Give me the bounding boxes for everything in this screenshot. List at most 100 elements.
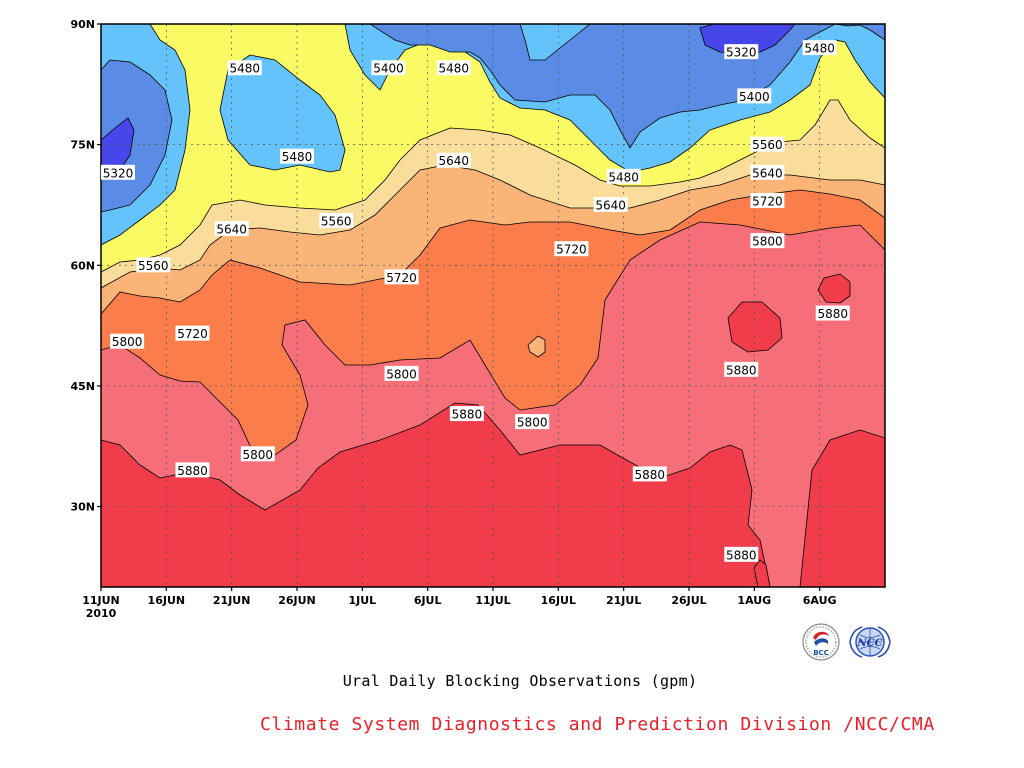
contour-label: 5880 (175, 462, 210, 478)
bcc-logo-icon: BCC (802, 623, 840, 661)
contour-label: 5800 (240, 446, 275, 462)
band-5320-5400 (101, 24, 885, 213)
contour-label: 5640 (750, 164, 785, 180)
contour-label-text: 5560 (752, 138, 783, 152)
contour-label-box (724, 44, 759, 60)
axis-ticks: 11JUN 16JUN 21JUN 26JUN 1JUL 6JUL 11JUL 16JUL 21… (70, 18, 836, 620)
contour-label-box (606, 168, 641, 184)
contour-label: 5880 (724, 361, 759, 377)
contour-label-box (724, 546, 759, 562)
contour-label-text: 5880 (177, 464, 208, 478)
contour-label-text: 5880 (726, 363, 757, 377)
y-tick-label: 75N (70, 139, 95, 152)
x-tick-label: 16JUN (148, 594, 186, 607)
contour-label-text: 5400 (739, 90, 770, 104)
contour-label: 5880 (449, 406, 484, 422)
contour-label-text: 5640 (439, 154, 470, 168)
contour-label-box (384, 269, 419, 285)
contour-label-box (240, 446, 275, 462)
contour-label: 5640 (436, 152, 471, 168)
contour-label-box (214, 221, 249, 237)
contour-label: 5800 (110, 333, 145, 349)
contour-label-text: 5640 (595, 198, 626, 212)
contour-label-box (110, 333, 145, 349)
x-tick-label: 21JUL (606, 594, 641, 607)
contour-label: 5480 (606, 168, 641, 184)
y-tick-label: 90N (70, 18, 95, 31)
contour-label-box (319, 213, 354, 229)
chart-title: Ural Daily Blocking Observations (gpm) (342, 672, 698, 690)
contour-label: 5320 (101, 164, 135, 180)
x-tick-label: 11JUL (475, 594, 510, 607)
contour-label-text: 5800 (112, 335, 143, 349)
contour-label-box (175, 462, 210, 478)
contour-label-box (280, 148, 314, 164)
contour-label-text: 5560 (138, 259, 169, 273)
contour-label-box (384, 365, 419, 381)
contour-label-box (136, 257, 171, 273)
x-tick-label: 1JUL (348, 594, 376, 607)
contour-label-text: 5720 (556, 243, 587, 257)
plot-area (101, 24, 885, 587)
contour-label: 5640 (214, 221, 249, 237)
contour-label-box (449, 406, 484, 422)
contour-label-box (101, 164, 135, 180)
contour-labels: 5480 5400 5480 5320 5480 5400 5320 5480 5640 5560… (101, 40, 850, 562)
contour-label: 5720 (175, 325, 210, 341)
x-tick-label: 6AUG (803, 594, 837, 607)
x-tick-label: 16JUL (541, 594, 576, 607)
contour-label-text: 5880 (452, 408, 483, 422)
contour-label-box (750, 192, 785, 208)
contour-label: 5480 (227, 60, 262, 76)
island-above-5880-b (817, 273, 851, 304)
x-tick-label: 26JUL (671, 594, 706, 607)
contour-label-text: 5480 (229, 62, 260, 76)
contour-label-box (175, 325, 210, 341)
contour-label-box (632, 466, 667, 482)
contour-label: 5880 (632, 466, 667, 482)
contour-label-box (750, 233, 785, 249)
contour-label-text: 5800 (243, 448, 274, 462)
contour-label: 5720 (384, 269, 419, 285)
x-tick-label: 11JUN (82, 594, 120, 607)
contour-label-box (750, 136, 785, 152)
contour-label-box (371, 60, 406, 76)
contour-label-text: 5880 (726, 548, 757, 562)
gridlines (101, 24, 885, 587)
contour-label: 5480 (436, 60, 471, 76)
contour-label-box (227, 60, 262, 76)
contour-label: 5480 (280, 148, 314, 164)
y-tick-label: 30N (70, 501, 95, 514)
contour-label-text: 5720 (177, 327, 208, 341)
contour-label: 5800 (515, 414, 550, 430)
contour-label-text: 5880 (817, 307, 848, 321)
x-tick-label: 6JUL (414, 594, 442, 607)
contour-label-text: 5880 (635, 468, 666, 482)
ncc-logo-icon: NCC (848, 625, 892, 659)
contour-label-box (593, 196, 628, 212)
contour-label: 5720 (554, 241, 589, 257)
contour-label-box (737, 88, 772, 104)
credit-line: Climate System Diagnostics and Predictio… (260, 714, 935, 735)
contour-label: 5560 (136, 257, 171, 273)
contour-label-text: 5320 (726, 46, 757, 60)
contour-label-box (554, 241, 589, 257)
contour-label-text: 5800 (386, 367, 417, 381)
contour-label-box (436, 152, 471, 168)
contour-label-box (802, 40, 837, 56)
island-5720-5800 (527, 335, 546, 358)
contour-label: 5880 (724, 546, 759, 562)
contour-label-text: 5800 (752, 235, 783, 249)
contour-label: 5800 (750, 233, 785, 249)
x-year-label: 2010 (86, 607, 117, 620)
contour-label-box (515, 414, 550, 430)
contour-label: 5560 (319, 213, 354, 229)
contour-label-text: 5560 (321, 215, 352, 229)
contour-label-text: 5640 (752, 166, 783, 180)
contour-label-text: 5800 (517, 416, 548, 430)
contour-label-box (815, 305, 850, 321)
island-above-5880-c (753, 559, 771, 587)
y-tick-label: 60N (70, 259, 95, 272)
contour-label-text: 5320 (103, 166, 134, 180)
